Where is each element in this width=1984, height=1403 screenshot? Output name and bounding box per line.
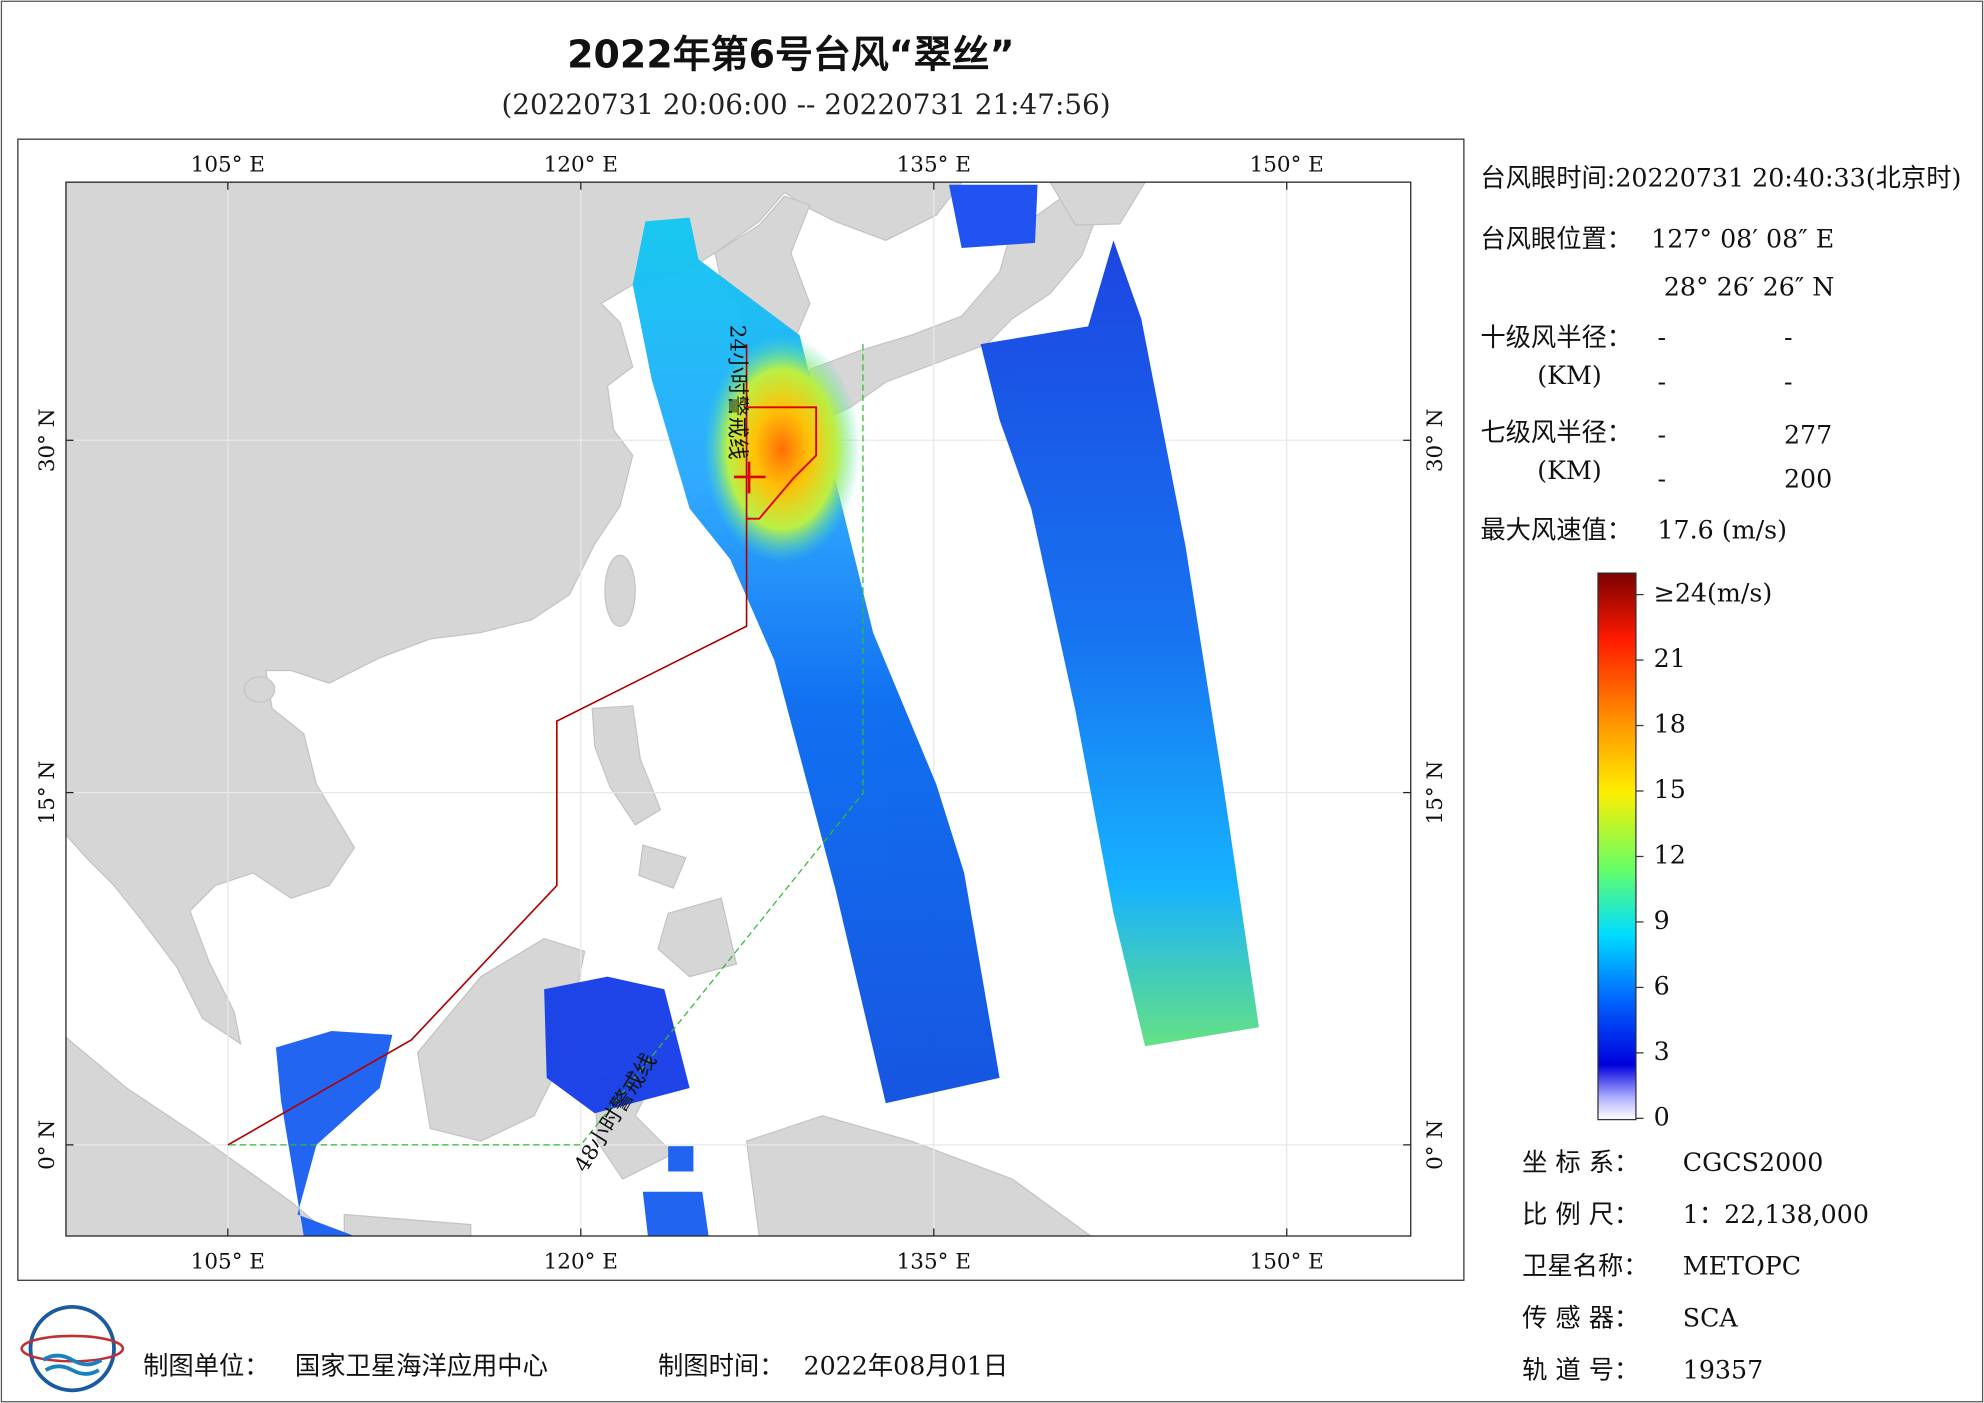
swath — [980, 240, 1259, 1047]
swath — [642, 1191, 709, 1237]
meta-value: 1：22,138,000 — [1683, 1200, 1869, 1229]
colorbar-label: 3 — [1654, 1037, 1670, 1066]
lon-label: 135° E — [897, 153, 971, 178]
swath — [948, 184, 1038, 248]
unit: (KM) — [1537, 361, 1602, 390]
subtitle: (20220731 20:06:00 -- 20220731 21:47:56) — [501, 88, 1110, 121]
lon-label: 150° E — [1250, 153, 1324, 178]
warning-label: 24小时警戒线 — [724, 325, 749, 460]
lon-label: 120° E — [544, 153, 618, 178]
warning-line-24h — [227, 344, 748, 1146]
lat-label: 0° N — [1423, 1120, 1448, 1170]
value: - — [1657, 323, 1666, 352]
label: 七级风半径： — [1480, 418, 1632, 447]
colorbar-label: 0 — [1654, 1102, 1670, 1131]
meta-value: METOPC — [1683, 1252, 1801, 1281]
colorbar-label: 21 — [1654, 644, 1686, 673]
value: - — [1784, 323, 1793, 352]
warning-lines — [227, 344, 864, 1146]
lon-label: 135° E — [897, 1250, 971, 1275]
map: 24小时警戒线 48小时警戒线 — [65, 182, 1411, 1237]
swath — [544, 976, 690, 1114]
max-wind: 17.6 (m/s) — [1657, 515, 1787, 544]
eye-lon: 127° 08′ 08″ E — [1651, 224, 1834, 253]
lon-label: 150° E — [1250, 1250, 1324, 1275]
footer-label: 制图时间： — [658, 1352, 785, 1381]
colorbar — [1597, 572, 1637, 1121]
meta-value: 19357 — [1683, 1355, 1763, 1384]
map-border — [65, 181, 1412, 1237]
value: 277 — [1784, 420, 1832, 449]
lat-label: 30° N — [1423, 408, 1448, 472]
footer-time: 2022年08月01日 — [803, 1352, 1008, 1381]
wind-swaths — [275, 184, 1259, 1237]
label: 台风眼位置： — [1480, 224, 1632, 253]
lat-label: 30° N — [35, 408, 60, 472]
colorbar-label: 12 — [1654, 840, 1686, 869]
lat-label: 0° N — [35, 1120, 60, 1170]
lat-label: 15° N — [35, 761, 60, 825]
lon-label: 105° E — [191, 1250, 265, 1275]
meta-label: 比 例 尺： — [1522, 1200, 1639, 1229]
meta-value: SCA — [1683, 1304, 1739, 1333]
label: 最大风速值： — [1480, 515, 1632, 544]
lon-label: 120° E — [544, 1250, 618, 1275]
meta: 坐 标 系： CGCS2000 比 例 尺： 1：22,138,000 卫星名称： MET… — [1522, 1148, 1869, 1384]
footer-unit: 国家卫星海洋应用中心 — [295, 1352, 548, 1381]
eye-lat: 28° 26′ 26″ N — [1664, 272, 1835, 301]
colorbar-ticks: ≥24(m/s) 21 18 15 12 9 6 3 0 — [1635, 579, 1773, 1131]
unit: (KM) — [1537, 456, 1602, 485]
colorbar-label: 9 — [1654, 906, 1670, 935]
value: - — [1657, 465, 1666, 494]
strong-wind-area — [703, 335, 861, 563]
lat-label: 15° N — [1423, 761, 1448, 825]
swath — [668, 1146, 694, 1172]
colorbar-label: ≥24(m/s) — [1654, 579, 1773, 608]
map-frame — [17, 138, 1465, 1281]
land — [65, 182, 1146, 1237]
warning-line-48h — [227, 344, 864, 1146]
lon-label: 105° E — [191, 153, 265, 178]
info-panel: 台风眼时间:20220731 20:40:33(北京时) 台风眼位置： 127°… — [1480, 164, 1961, 545]
colorbar-label: 18 — [1654, 710, 1686, 739]
swath — [275, 1031, 393, 1237]
eye-time: 台风眼时间:20220731 20:40:33(北京时) — [1480, 164, 1961, 193]
typhoon-eye — [733, 461, 766, 494]
meta-label: 传 感 器： — [1522, 1304, 1639, 1333]
meta-label: 卫星名称： — [1522, 1252, 1649, 1281]
colorbar-label: 15 — [1654, 775, 1686, 804]
meta-value: CGCS2000 — [1683, 1148, 1824, 1177]
value: - — [1657, 420, 1666, 449]
colorbar-label: 6 — [1654, 971, 1670, 1000]
wind-radius — [746, 406, 818, 520]
value: 200 — [1784, 465, 1832, 494]
footer-label: 制图单位： — [143, 1352, 270, 1381]
value: - — [1657, 367, 1666, 396]
meta-label: 轨 道 号： — [1522, 1355, 1639, 1384]
logo — [20, 1304, 125, 1393]
map-ticks: 105° E 105° E 120° E 120° E 135° E 135° E 150°… — [35, 153, 1448, 1275]
title: 2022年第6号台风“翠丝” — [567, 32, 1014, 76]
label: 十级风半径： — [1480, 323, 1632, 352]
meta-label: 坐 标 系： — [1522, 1148, 1639, 1177]
value: - — [1784, 367, 1793, 396]
